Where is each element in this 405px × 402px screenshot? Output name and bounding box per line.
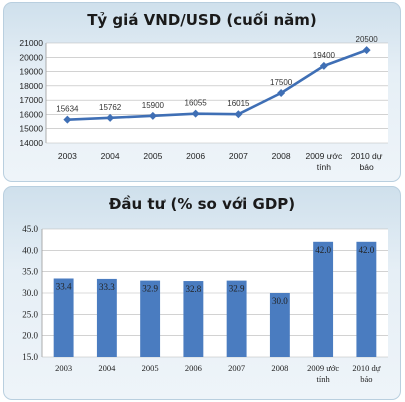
data-point [319, 61, 328, 70]
y-tick-label: 14000 [19, 138, 43, 148]
data-label: 15900 [142, 101, 165, 110]
data-point [63, 115, 72, 124]
bar [269, 293, 290, 357]
y-tick-label: 20000 [19, 52, 43, 62]
x-tick-label: 2010 dự [351, 151, 383, 161]
bar [96, 278, 117, 357]
data-label: 15634 [56, 105, 79, 114]
exchange-rate-chart-panel: Tỷ giá VND/USD (cuối năm) 14000 15000 1600… [3, 2, 401, 182]
x-tick-label: 2008 [272, 151, 291, 161]
x-tick-label: 2006 [186, 151, 205, 161]
data-label: 16055 [185, 99, 208, 108]
y-tick-label: 18000 [19, 81, 43, 91]
x-tick-label: 2005 [142, 363, 159, 373]
x-tick-label: 2005 [143, 151, 162, 161]
investment-chart-panel: Đầu tư (% so với GDP) 15.0 20.0 25.0 30.0 35… [3, 186, 401, 400]
data-label: 30.0 [272, 296, 288, 306]
data-label: 19400 [313, 51, 336, 60]
data-label: 42.0 [359, 245, 375, 255]
y-tick-label: 19000 [19, 67, 43, 77]
data-point [234, 110, 243, 119]
investment-bar-chart: 15.0 20.0 25.0 30.0 35.0 40.0 45.0 33.4 33.3 32.9… [22, 224, 388, 384]
x-tick-label: 2007 [229, 151, 248, 161]
data-label: 15762 [99, 103, 122, 112]
chart-title: Tỷ giá VND/USD (cuối năm) [87, 11, 317, 29]
y-tick-label: 25.0 [22, 309, 38, 319]
x-tick-label: báo [360, 162, 374, 172]
bar [183, 281, 204, 357]
plot-area [46, 43, 388, 143]
x-tick-label: 2004 [101, 151, 120, 161]
x-tick-label: 2003 [55, 363, 72, 373]
data-point [106, 113, 115, 122]
x-tick-label: 2008 [271, 363, 288, 373]
data-point [362, 46, 371, 55]
data-label: 20500 [356, 35, 379, 44]
data-point [277, 89, 286, 97]
data-label: 32.8 [186, 284, 202, 294]
data-point [191, 109, 200, 118]
data-label: 42.0 [315, 245, 331, 255]
series-line [67, 48, 368, 121]
x-tick-label: tính [317, 162, 331, 172]
bar [140, 280, 161, 357]
y-tick-label: 15.0 [22, 352, 38, 362]
bar [226, 280, 247, 357]
data-label: 17500 [270, 78, 293, 87]
x-tick-label: 2006 [185, 363, 202, 373]
data-label: 32.9 [142, 284, 158, 294]
x-tick-label: 2003 [58, 151, 77, 161]
bar [53, 278, 74, 357]
y-tick-label: 16000 [19, 109, 43, 119]
exchange-rate-line-chart: 14000 15000 16000 17000 18000 19000 20000 21000… [19, 35, 388, 172]
bar [313, 241, 334, 357]
x-tick-label: tính [317, 374, 331, 384]
x-tick-label: 2004 [98, 363, 116, 373]
data-label: 33.4 [56, 281, 72, 291]
y-tick-label: 45.0 [22, 224, 38, 234]
x-tick-label: báo [360, 374, 372, 384]
data-label: 16015 [227, 99, 250, 108]
y-tick-label: 21000 [19, 38, 43, 48]
y-tick-label: 20.0 [22, 331, 38, 341]
y-tick-label: 40.0 [22, 245, 38, 255]
y-tick-label: 35.0 [22, 267, 38, 277]
x-tick-label: 2009 ước [305, 151, 343, 161]
x-tick-label: 2009 ước [307, 363, 339, 373]
y-tick-label: 30.0 [22, 288, 38, 298]
bar [356, 241, 377, 357]
y-tick-label: 17000 [19, 95, 43, 105]
x-tick-label: 2010 dự [352, 363, 380, 373]
data-label: 33.3 [99, 282, 115, 292]
data-label: 32.9 [229, 284, 245, 294]
chart-title: Đầu tư (% so với GDP) [108, 195, 296, 213]
y-tick-label: 15000 [19, 124, 43, 134]
x-tick-label: 2007 [228, 363, 245, 373]
data-point [148, 111, 157, 120]
